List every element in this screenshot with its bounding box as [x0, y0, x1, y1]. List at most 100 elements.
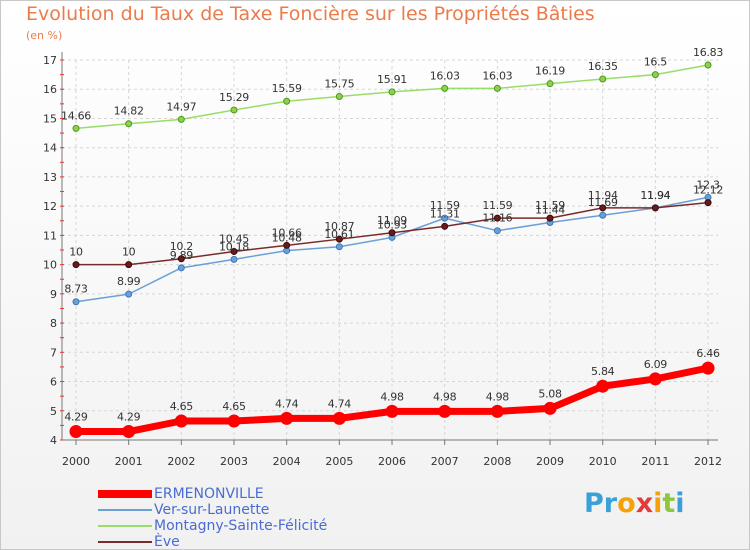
data-label-eve: 11.59: [535, 199, 565, 212]
logo-letter: x: [635, 488, 654, 519]
legend-item-ver-sur-launette: Ver-sur-Launette: [98, 502, 327, 518]
data-label-eve: 11.94: [588, 189, 618, 202]
point-ermenonville: [596, 379, 610, 393]
data-label-ver-sur-launette: 10.61: [324, 228, 354, 241]
data-label-ver-sur-launette: 10.93: [377, 218, 407, 231]
x-tick-label: 2011: [641, 455, 669, 468]
point-ermenonville: [490, 404, 504, 418]
data-label-ver-sur-launette: 11.69: [588, 196, 618, 209]
legend-item-montagny-sainte-felicite: Montagny-Sainte-Félicité: [98, 518, 327, 534]
point-ver-sur-launette: [599, 211, 607, 219]
point-ermenonville: [385, 404, 399, 418]
point-ermenonville: [332, 411, 346, 425]
data-label-ermenonville: 4.74: [275, 397, 299, 410]
point-eve: [125, 261, 133, 269]
data-label-montagny-sainte-felicite: 16.5: [644, 56, 668, 69]
data-label-ermenonville: 4.98: [486, 390, 510, 403]
point-montagny-sainte-felicite: [546, 80, 554, 88]
point-eve: [177, 255, 185, 263]
data-label-eve: 10.45: [219, 232, 249, 245]
data-label-ermenonville: 4.98: [433, 390, 457, 403]
point-ver-sur-launette: [335, 243, 343, 251]
data-label-montagny-sainte-felicite: 14.97: [166, 100, 196, 113]
legend-item-ermenonville: ERMENONVILLE: [98, 486, 327, 502]
point-eve: [493, 214, 501, 222]
data-label-eve: 10.2: [170, 240, 193, 253]
point-eve: [441, 222, 449, 230]
logo-letter: t: [662, 488, 676, 519]
data-label-montagny-sainte-felicite: 16.83: [693, 46, 723, 59]
logo-letter: o: [617, 488, 636, 519]
y-tick-label: 11: [43, 229, 57, 242]
point-montagny-sainte-felicite: [441, 84, 449, 92]
x-tick-label: 2008: [483, 455, 511, 468]
data-label-eve: 11.09: [377, 214, 407, 227]
y-tick-label: 15: [43, 112, 57, 125]
x-tick-label: 2006: [378, 455, 406, 468]
data-label-ver-sur-launette: 12.3: [696, 178, 720, 191]
data-label-ermenonville: 4.74: [328, 397, 352, 410]
data-label-eve: 12.12: [693, 184, 723, 197]
data-label-ver-sur-launette: 10.48: [272, 232, 302, 245]
data-label-eve: 10.66: [272, 226, 302, 239]
legend-label: Montagny-Sainte-Félicité: [154, 518, 328, 534]
data-label-montagny-sainte-felicite: 16.03: [482, 69, 512, 82]
data-label-ver-sur-launette: 11.59: [430, 199, 460, 212]
y-tick-label: 10: [43, 259, 57, 272]
point-ver-sur-launette: [177, 264, 185, 272]
point-ermenonville: [69, 425, 83, 439]
data-label-ver-sur-launette: 11.94: [640, 189, 670, 202]
y-tick-label: 7: [50, 346, 57, 359]
data-label-eve: 11.59: [482, 199, 512, 212]
y-tick-label: 16: [43, 83, 57, 96]
data-label-montagny-sainte-felicite: 15.91: [377, 73, 407, 86]
point-ermenonville: [543, 401, 557, 415]
x-tick-label: 2009: [536, 455, 564, 468]
x-tick-label: 2000: [62, 455, 90, 468]
data-label-ermenonville: 4.65: [170, 400, 194, 413]
point-montagny-sainte-felicite: [125, 120, 133, 128]
point-eve: [283, 241, 291, 249]
point-montagny-sainte-felicite: [230, 106, 238, 114]
point-ermenonville: [122, 425, 136, 439]
x-tick-label: 2004: [273, 455, 301, 468]
unit-label: (en %): [26, 29, 63, 42]
point-ermenonville: [701, 361, 715, 375]
y-tick-label: 13: [43, 171, 57, 184]
data-label-ver-sur-launette: 10.18: [219, 240, 249, 253]
x-tick-label: 2003: [220, 455, 248, 468]
legend-swatch: [98, 541, 152, 543]
data-label-eve: 10: [69, 246, 83, 259]
data-label-montagny-sainte-felicite: 16.35: [588, 60, 618, 73]
x-tick-label: 2005: [325, 455, 353, 468]
y-tick-label: 4: [50, 434, 57, 447]
x-tick-label: 2002: [167, 455, 195, 468]
point-eve: [335, 235, 343, 243]
point-montagny-sainte-felicite: [177, 115, 185, 123]
data-label-montagny-sainte-felicite: 16.03: [430, 69, 460, 82]
data-label-montagny-sainte-felicite: 15.75: [324, 78, 354, 91]
point-ver-sur-launette: [441, 214, 449, 222]
legend-swatch: [98, 525, 152, 527]
point-eve: [388, 229, 396, 237]
point-montagny-sainte-felicite: [704, 61, 712, 69]
data-label-eve: 10: [122, 246, 136, 259]
data-label-ver-sur-launette: 11.44: [535, 204, 565, 217]
y-tick-label: 6: [50, 376, 57, 389]
y-tick-label: 8: [50, 317, 57, 330]
logo-letter: r: [603, 488, 618, 519]
data-label-ermenonville: 4.65: [222, 400, 246, 413]
point-ermenonville: [174, 414, 188, 428]
point-ermenonville: [438, 404, 452, 418]
data-label-eve: 11.31: [430, 207, 460, 220]
logo-letter: i: [653, 488, 663, 519]
chart-title: Evolution du Taux de Taxe Foncière sur l…: [26, 3, 595, 25]
legend-label: ERMENONVILLE: [154, 486, 264, 502]
point-montagny-sainte-felicite: [599, 75, 607, 83]
point-ermenonville: [648, 372, 662, 386]
y-tick-label: 5: [50, 405, 57, 418]
point-montagny-sainte-felicite: [335, 93, 343, 101]
legend-swatch: [98, 490, 152, 498]
data-label-montagny-sainte-felicite: 15.59: [272, 82, 302, 95]
data-label-ermenonville: 4.29: [64, 411, 88, 424]
